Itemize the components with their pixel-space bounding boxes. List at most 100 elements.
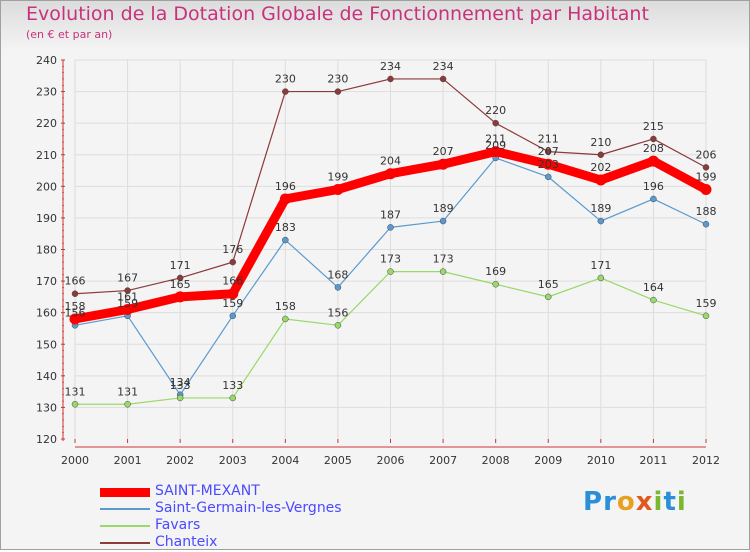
- data-point: [650, 135, 657, 143]
- data-label: 202: [590, 161, 611, 174]
- legend-item: SAINT-MEXANT: [100, 484, 420, 501]
- x-tick-label: 2009: [534, 454, 562, 467]
- legend-label: Saint-Germain-les-Vergnes: [155, 500, 342, 516]
- data-label: 173: [433, 253, 454, 266]
- data-label: 189: [433, 202, 454, 215]
- y-tick-label: 140: [36, 370, 57, 383]
- data-point: [387, 224, 394, 231]
- legend-item: Saint-Germain-les-Vergnes: [100, 501, 420, 518]
- x-tick-label: 2004: [271, 454, 299, 467]
- legend-swatch: [100, 487, 150, 497]
- data-label: 204: [380, 155, 401, 168]
- data-label: 234: [380, 60, 401, 73]
- data-point: [545, 148, 552, 155]
- data-point: [282, 315, 289, 323]
- data-point: [227, 288, 239, 300]
- x-tick-label: 2006: [377, 454, 405, 467]
- data-label: 208: [643, 142, 664, 155]
- data-label: 159: [696, 297, 717, 310]
- data-point: [387, 268, 394, 275]
- data-point: [124, 287, 131, 294]
- y-tick-label: 220: [36, 117, 57, 130]
- legend-label: SAINT-MEXANT: [155, 483, 260, 499]
- y-tick-label: 150: [36, 338, 57, 351]
- data-point: [176, 274, 184, 282]
- data-label: 173: [380, 253, 401, 266]
- y-tick-label: 210: [36, 149, 57, 162]
- data-label: 230: [327, 73, 348, 86]
- data-label: 171: [170, 259, 191, 272]
- data-label: 166: [65, 275, 86, 288]
- data-point: [387, 75, 394, 83]
- data-point: [334, 284, 342, 291]
- data-point: [282, 236, 289, 244]
- data-point: [71, 290, 79, 297]
- y-tick-label: 240: [36, 54, 57, 67]
- data-label: 199: [696, 170, 717, 183]
- data-point: [650, 296, 657, 304]
- y-tick-label: 180: [36, 244, 57, 257]
- data-point: [279, 193, 291, 205]
- data-label: 183: [275, 221, 296, 234]
- data-point: [650, 195, 657, 203]
- data-point: [492, 280, 499, 288]
- data-point: [545, 173, 552, 181]
- data-point: [542, 158, 554, 170]
- x-tick-label: 2001: [114, 454, 142, 467]
- x-tick-label: 2000: [61, 454, 89, 467]
- x-tick-label: 2010: [587, 454, 615, 467]
- legend: SAINT-MEXANT Saint-Germain-les-Vergnes Fav…: [100, 484, 420, 552]
- data-label: 165: [170, 278, 191, 291]
- data-point: [122, 304, 134, 316]
- data-label: 158: [65, 300, 86, 313]
- data-point: [174, 291, 186, 303]
- data-point: [492, 119, 499, 127]
- chart-subtitle: (en € et par an): [26, 28, 113, 41]
- data-label: 156: [327, 306, 348, 319]
- data-point: [597, 151, 605, 158]
- data-label: 131: [117, 385, 138, 398]
- data-point: [595, 174, 607, 186]
- data-label: 165: [538, 278, 559, 291]
- y-tick-label: 190: [36, 212, 57, 225]
- data-label: 159: [222, 297, 243, 310]
- data-point: [439, 268, 447, 275]
- x-tick-label: 2007: [429, 454, 457, 467]
- data-label: 131: [65, 385, 86, 398]
- data-label: 171: [590, 259, 611, 272]
- data-label: 211: [485, 133, 506, 146]
- data-point: [176, 394, 184, 402]
- data-point: [439, 75, 447, 83]
- data-label: 199: [327, 170, 348, 183]
- data-point: [229, 258, 236, 266]
- data-label: 230: [275, 73, 296, 86]
- data-point: [647, 155, 659, 167]
- y-tick-label: 230: [36, 86, 57, 99]
- data-label: 211: [538, 133, 559, 146]
- data-label: 220: [485, 104, 506, 117]
- data-point: [490, 146, 502, 158]
- data-label: 210: [590, 136, 611, 149]
- data-point: [332, 183, 344, 195]
- proxiti-logo: Proxiti: [583, 487, 687, 517]
- x-tick-label: 2012: [692, 454, 720, 467]
- data-point: [597, 217, 605, 225]
- data-point: [334, 88, 342, 95]
- data-point: [702, 220, 710, 228]
- data-label: 158: [275, 300, 296, 313]
- data-point: [702, 312, 710, 320]
- data-point: [545, 293, 552, 301]
- data-label: 133: [222, 379, 243, 392]
- data-label: 209: [485, 139, 506, 152]
- data-point: [385, 168, 396, 180]
- data-label: 176: [222, 243, 243, 256]
- legend-item: Favars: [100, 518, 420, 535]
- data-point: [437, 158, 449, 170]
- data-point: [71, 401, 79, 408]
- data-label: 206: [696, 148, 717, 161]
- chart-title: Evolution de la Dotation Globale de Fonc…: [26, 3, 649, 25]
- data-label: 134: [170, 376, 191, 389]
- data-label: 203: [538, 158, 559, 171]
- data-label: 168: [327, 268, 348, 281]
